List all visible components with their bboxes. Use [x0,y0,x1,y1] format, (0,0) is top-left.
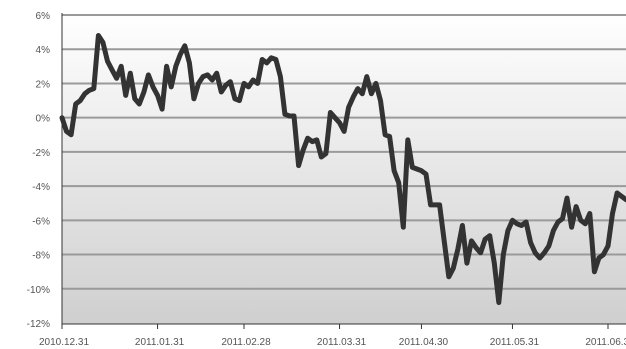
plot-area [62,13,626,324]
series-line [59,33,626,305]
series-group [59,33,626,305]
x-tick-label: 2011.05.31 [490,337,540,348]
y-tick-label: 2% [36,79,51,90]
y-tick-label: -8% [32,251,50,262]
x-tick-label: 2011.04.30 [399,337,449,348]
x-tick-label: 2011.06.30 [585,337,626,348]
y-tick-label: 6% [36,11,51,22]
y-tick-label: -10% [27,285,50,296]
y-tick-label: -2% [32,148,50,159]
y-tick-label: -4% [32,182,50,193]
x-axis-tick-labels: 2010.12.31 2011.01.31 2011.02.28 2011.03.31… [39,324,626,348]
grid-lines [62,14,626,290]
y-tick-label: -12% [27,319,50,330]
y-axis-tick-labels: 6% 4% 2% 0% -2% -4% -6% -8% -10% -12% [27,11,50,330]
y-tick-label: 4% [36,45,51,56]
x-tick-label: 2011.02.28 [221,337,271,348]
x-tick-label: 2010.12.31 [39,337,89,348]
y-tick-label: -6% [32,216,50,227]
y-tick-label: 0% [36,114,51,125]
x-tick-label: 2011.01.31 [135,337,185,348]
x-tick-label: 2011.03.31 [317,337,367,348]
